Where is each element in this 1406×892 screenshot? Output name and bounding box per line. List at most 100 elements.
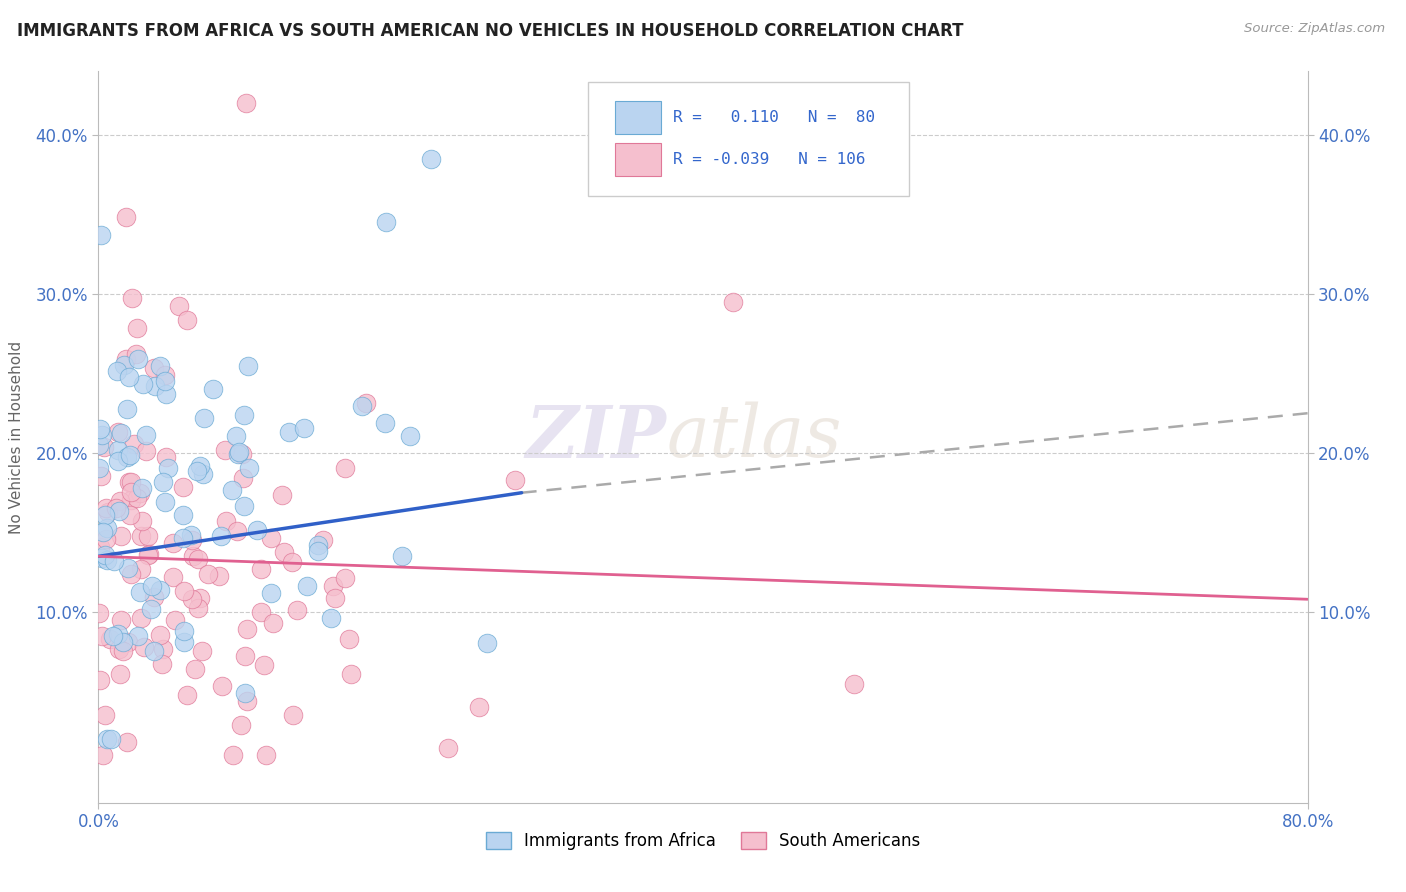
Point [114,351,136,366]
Point [322,578,344,592]
Point [374,215,396,229]
Point [142,361,165,376]
Point [191,467,214,481]
Point [374,416,396,430]
Point [108,504,131,518]
Point [190,644,212,658]
Point [112,358,135,372]
Point [420,152,443,166]
Point [209,529,232,543]
Text: IMMIGRANTS FROM AFRICA VS SOUTH AMERICAN NO VEHICLES IN HOUSEHOLD CORRELATION CH: IMMIGRANTS FROM AFRICA VS SOUTH AMERICAN… [17,22,963,40]
Point [108,494,131,508]
Point [91,428,114,442]
Point [173,635,195,649]
Point [723,294,745,309]
Point [307,539,329,553]
Point [233,649,256,664]
Bar [614,101,661,134]
Text: Source: ZipAtlas.com: Source: ZipAtlas.com [1244,22,1385,36]
Point [141,579,163,593]
Point [94,508,117,523]
Point [188,458,211,473]
Point [221,483,243,498]
Point [125,491,148,506]
Point [114,211,136,225]
Y-axis label: No Vehicles in Household: No Vehicles in Household [10,341,24,533]
Point [197,567,219,582]
Point [226,447,249,461]
Point [139,602,162,616]
Text: R = -0.039   N = 106: R = -0.039 N = 106 [672,152,865,167]
Point [131,514,153,528]
Point [112,643,135,657]
Point [138,548,160,562]
Point [117,635,139,649]
Point [155,495,177,509]
Point [152,642,174,657]
Point [93,441,115,455]
Point [233,686,256,700]
Point [94,501,117,516]
Point [467,700,489,714]
Point [273,545,295,559]
Point [270,488,292,502]
Point [105,501,128,516]
Point [228,445,250,459]
Point [127,629,149,643]
Point [208,569,231,583]
Point [129,610,152,624]
Point [283,707,305,722]
Point [232,471,254,485]
Point [91,550,114,565]
Point [120,567,142,582]
Point [236,623,259,637]
Point [323,591,346,606]
Point [94,548,117,562]
Point [89,422,111,436]
Point [236,694,259,708]
Point [115,450,138,464]
Text: atlas: atlas [666,401,842,473]
Point [89,606,111,620]
Point [232,409,254,423]
Point [229,717,252,731]
Point [281,555,304,569]
Point [89,673,111,687]
Point [91,524,114,539]
Point [844,676,866,690]
Point [118,449,141,463]
Point [211,680,233,694]
Point [162,570,184,584]
Point [131,376,153,391]
Point [103,554,125,568]
Point [118,508,141,522]
Legend: Immigrants from Africa, South Americans: Immigrants from Africa, South Americans [479,825,927,856]
Point [193,411,215,425]
Point [110,426,132,441]
Point [333,571,356,585]
Point [120,475,142,490]
Text: ZIP: ZIP [526,401,666,473]
Point [176,688,198,702]
Point [187,600,209,615]
Point [254,748,277,763]
Point [125,320,148,334]
Point [97,505,120,519]
Point [350,399,373,413]
Point [94,708,117,723]
Point [89,540,111,554]
Point [173,624,195,638]
Point [94,533,117,547]
Point [117,561,139,575]
Point [107,454,129,468]
Point [155,450,177,464]
Point [253,658,276,673]
Point [117,402,139,417]
Point [87,461,110,475]
Point [121,292,143,306]
Point [98,632,121,646]
Point [188,591,211,606]
Point [312,533,335,548]
Point [152,475,174,489]
Point [142,590,165,604]
